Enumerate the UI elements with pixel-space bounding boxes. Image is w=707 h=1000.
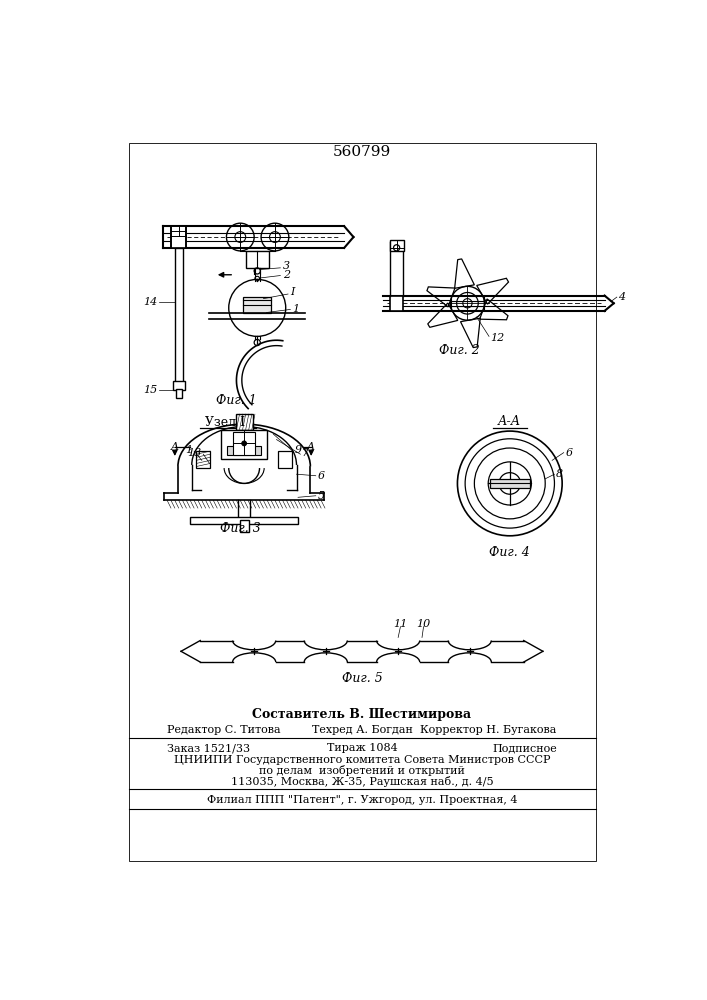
Circle shape <box>506 480 514 487</box>
Text: ЦНИИПИ Государственного комитета Совета Министров СССР: ЦНИИПИ Государственного комитета Совета … <box>174 755 550 765</box>
Bar <box>129 143 596 861</box>
Bar <box>190 517 298 524</box>
Text: I: I <box>291 287 295 297</box>
Bar <box>240 520 249 532</box>
Text: 10: 10 <box>416 619 431 629</box>
Text: Фиг. 4: Фиг. 4 <box>489 546 530 559</box>
Bar <box>390 296 403 311</box>
Bar <box>246 251 269 268</box>
Bar <box>390 240 404 251</box>
Text: Техред А. Богдан: Техред А. Богдан <box>312 725 412 735</box>
Text: 6: 6 <box>565 448 573 458</box>
Text: Фиг. 5: Фиг. 5 <box>341 672 382 685</box>
Circle shape <box>242 441 247 446</box>
Text: 14: 14 <box>143 297 157 307</box>
Bar <box>173 381 185 390</box>
Text: Узел I: Узел I <box>205 416 245 429</box>
Text: Заказ 1521/33: Заказ 1521/33 <box>167 743 250 753</box>
Text: по делам  изобретений и открытий: по делам изобретений и открытий <box>259 765 465 776</box>
Bar <box>175 389 182 398</box>
Text: 1: 1 <box>293 304 300 314</box>
Bar <box>450 296 484 301</box>
Text: Фиг. 2: Фиг. 2 <box>439 344 480 358</box>
Bar <box>197 451 210 468</box>
Bar <box>490 479 530 488</box>
Text: 4: 4 <box>619 292 626 302</box>
Text: 8: 8 <box>556 469 563 479</box>
Text: Фиг. 3: Фиг. 3 <box>220 522 261 535</box>
Bar <box>221 430 267 459</box>
Text: Подписное: Подписное <box>492 743 557 753</box>
Text: 7: 7 <box>302 448 309 458</box>
Text: 15: 15 <box>143 385 157 395</box>
Text: Филиал ППП "Патент", г. Ужгород, ул. Проектная, 4: Филиал ППП "Патент", г. Ужгород, ул. Про… <box>206 795 518 805</box>
Bar <box>450 301 484 306</box>
Bar <box>175 248 182 383</box>
Bar <box>233 432 255 455</box>
Text: 560799: 560799 <box>333 145 391 159</box>
Text: 11: 11 <box>393 619 407 629</box>
Text: 13: 13 <box>187 448 201 458</box>
Text: Редактор С. Титова: Редактор С. Титова <box>167 725 281 735</box>
Bar <box>171 226 187 248</box>
Text: 9: 9 <box>294 445 301 455</box>
Text: 2: 2 <box>283 270 290 280</box>
Text: Корректор Н. Бугакова: Корректор Н. Бугакова <box>421 725 557 735</box>
Text: 12: 12 <box>491 333 505 343</box>
Text: А-А: А-А <box>498 415 522 428</box>
Text: 1: 1 <box>185 445 192 455</box>
Bar <box>235 414 252 430</box>
Bar <box>243 297 271 312</box>
Text: A: A <box>307 442 315 452</box>
Text: Фиг. 1: Фиг. 1 <box>216 394 257 407</box>
Bar <box>227 446 261 455</box>
Bar <box>278 451 292 468</box>
Text: A: A <box>171 442 179 452</box>
Bar <box>450 306 484 310</box>
Text: Тираж 1084: Тираж 1084 <box>327 743 397 753</box>
Text: 6: 6 <box>317 471 325 481</box>
Text: 5: 5 <box>317 491 325 501</box>
Text: 113035, Москва, Ж-35, Раушская наб., д. 4/5: 113035, Москва, Ж-35, Раушская наб., д. … <box>230 776 493 787</box>
Text: 3: 3 <box>283 261 290 271</box>
Text: Составитель В. Шестимирова: Составитель В. Шестимирова <box>252 708 472 721</box>
